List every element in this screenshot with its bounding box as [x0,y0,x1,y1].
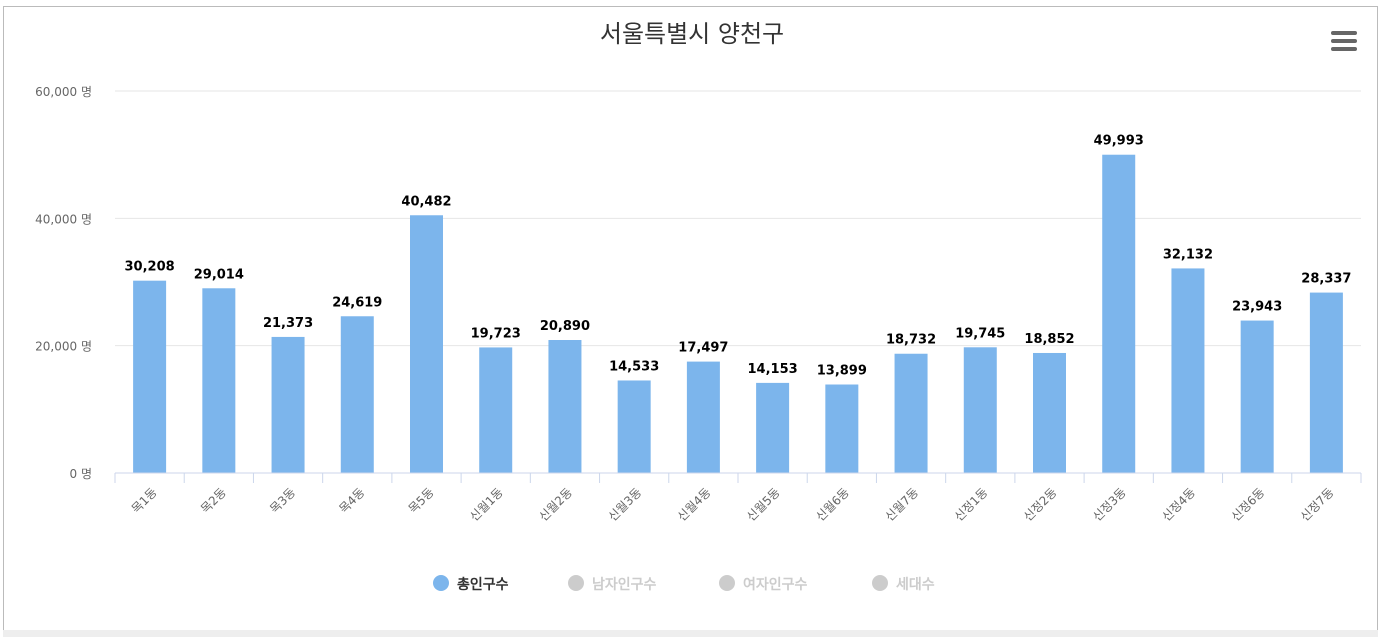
y-tick-label: 20,000 명 [35,340,92,354]
data-label: 29,014 [194,267,244,282]
data-label: 28,337 [1301,272,1351,287]
bar-신월4동[interactable] [686,361,720,473]
x-tick-label: 신월1동 [467,485,506,524]
x-tick-label: 신정6동 [1229,485,1268,524]
bottom-bar [3,630,1378,637]
x-tick-label: 신정3동 [1090,485,1129,524]
bar-신정3동[interactable] [1102,154,1136,473]
bar-신정7동[interactable] [1309,292,1343,473]
bar-목3동[interactable] [271,336,305,473]
legend-item-1[interactable]: 남자인구수 [568,575,657,593]
x-tick-label: 신정7동 [1298,485,1337,524]
legend-marker-icon [433,575,449,591]
x-tick-label: 신정2동 [1021,485,1060,524]
x-tick-label: 신월3동 [606,485,645,524]
x-tick-label: 신정4동 [1159,485,1198,524]
data-label: 18,732 [886,333,936,348]
legend-label: 세대수 [896,577,935,593]
bar-목2동[interactable] [202,288,236,473]
bar-신정1동[interactable] [963,347,997,473]
data-label: 19,745 [955,326,1005,341]
y-tick-label: 60,000 명 [35,85,92,99]
legend-item-0[interactable]: 총인구수 [433,575,509,593]
x-tick-label: 신월7동 [882,485,921,524]
x-tick-label: 신월5동 [744,485,783,524]
x-tick-label: 신월6동 [813,485,852,524]
x-tick-label: 목2동 [198,485,229,516]
chart-title: 서울특별시 양천구 [600,20,784,48]
data-label: 18,852 [1024,332,1074,347]
bar-신정6동[interactable] [1240,320,1274,473]
legend-marker-icon [872,575,888,591]
bar-신월2동[interactable] [548,340,582,473]
data-label: 20,890 [540,319,590,334]
y-tick-label: 40,000 명 [35,212,92,226]
data-label: 14,533 [609,359,659,374]
data-label: 17,497 [678,341,728,356]
data-label: 49,993 [1094,134,1144,149]
bar-신월3동[interactable] [617,380,651,473]
data-label: 13,899 [817,364,867,379]
data-label: 23,943 [1232,300,1282,315]
legend-label: 총인구수 [457,576,509,593]
data-label: 14,153 [748,362,798,377]
bar-신월1동[interactable] [479,347,513,473]
legend-marker-icon [719,575,735,591]
legend-item-3[interactable]: 세대수 [872,575,935,593]
bar-목5동[interactable] [410,215,443,474]
bar-신정2동[interactable] [1033,352,1066,473]
x-tick-label: 목4동 [336,485,367,516]
bar-신정4동[interactable] [1171,268,1205,473]
data-label: 19,723 [471,326,521,341]
x-tick-label: 신정1동 [952,485,991,524]
x-tick-label: 신월2동 [536,485,575,524]
x-tick-label: 목3동 [267,485,298,516]
bar-신월7동[interactable] [894,353,928,473]
x-tick-label: 신월4동 [675,485,714,524]
bar-신월6동[interactable] [825,384,859,473]
data-label: 30,208 [125,260,175,275]
hamburger-menu-icon[interactable] [1331,31,1357,51]
legend-label: 남자인구수 [592,576,657,593]
data-label: 32,132 [1163,247,1213,262]
legend-item-2[interactable]: 여자인구수 [719,575,808,593]
data-label: 40,482 [401,194,451,209]
legend-marker-icon [568,575,584,591]
bar-신월5동[interactable] [756,382,790,473]
x-tick-label: 목5동 [406,485,437,516]
bar-목1동[interactable] [133,280,167,473]
data-label: 21,373 [263,316,313,331]
data-label: 24,619 [332,295,382,310]
legend-label: 여자인구수 [743,576,808,593]
x-tick-label: 목1동 [129,485,160,516]
y-tick-label: 0 명 [70,467,93,481]
bar-목4동[interactable] [340,316,374,473]
